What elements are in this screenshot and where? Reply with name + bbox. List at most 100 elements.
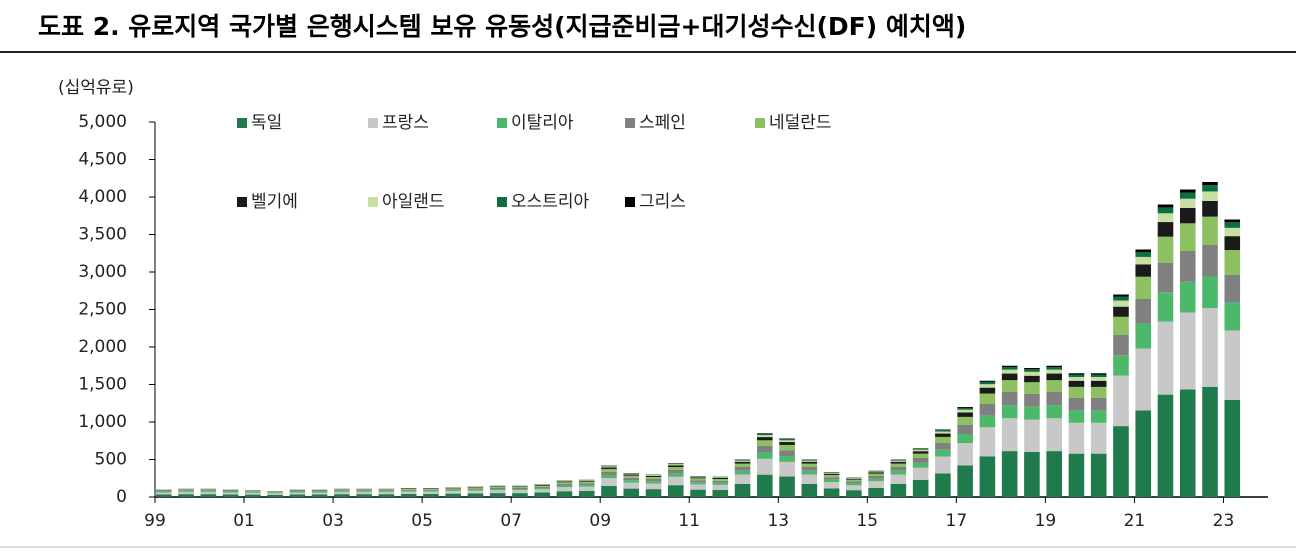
x-tick-label: 23 xyxy=(1213,511,1235,531)
bar-segment xyxy=(1135,299,1152,324)
y-tick-label: 4,000 xyxy=(78,187,127,207)
x-tick-label: 13 xyxy=(767,511,789,531)
bar-segment xyxy=(1068,453,1085,497)
legend-swatch xyxy=(625,197,635,207)
x-tick-label: 01 xyxy=(233,511,255,531)
bar-segment xyxy=(935,449,951,457)
bar-segment xyxy=(779,456,795,462)
x-tick-label: 21 xyxy=(1124,511,1146,531)
bar-segment xyxy=(890,467,907,471)
legend-label: 오스트리아 xyxy=(511,192,590,212)
bar-segment xyxy=(935,433,951,437)
bar-segment xyxy=(1113,294,1129,297)
bar-segment xyxy=(1090,380,1107,387)
bar-segment xyxy=(534,492,551,497)
bar-segment xyxy=(645,483,662,490)
bar-segment xyxy=(712,477,729,479)
bar-segment xyxy=(957,409,973,413)
bar-segment xyxy=(378,491,395,493)
bar-segment xyxy=(846,479,862,482)
bar-segment xyxy=(846,490,862,497)
bar-segment xyxy=(712,480,729,483)
bar-segment xyxy=(334,492,350,495)
bar-segment xyxy=(1001,373,1018,381)
bar-segment xyxy=(1135,256,1152,265)
bar-segment xyxy=(1001,451,1018,497)
bar-segment xyxy=(1046,405,1062,419)
bar-segment xyxy=(1090,386,1107,398)
bar-segment xyxy=(1157,204,1174,208)
bar-segment xyxy=(378,492,395,495)
bar-segment xyxy=(935,443,951,450)
bar-segment xyxy=(1179,198,1196,208)
bar-segment xyxy=(1024,419,1040,452)
bar-segment xyxy=(311,490,328,491)
bar-segment xyxy=(467,489,484,491)
bar-segment xyxy=(1001,392,1018,406)
bar-segment xyxy=(979,387,996,394)
legend-swatch xyxy=(368,197,378,207)
legend-label: 스페인 xyxy=(639,113,686,133)
bar-segment xyxy=(868,472,884,474)
bar-segment xyxy=(890,463,907,467)
bar-segment xyxy=(1046,392,1062,406)
bar-segment xyxy=(1224,222,1241,228)
bar-segment xyxy=(423,489,439,491)
bar-segment xyxy=(846,485,862,491)
bar-segment xyxy=(734,460,751,462)
bar-segment xyxy=(912,451,929,454)
bar-segment xyxy=(1157,263,1174,293)
bar-segment xyxy=(712,484,729,490)
bar-segment xyxy=(222,491,239,492)
bar-segment xyxy=(289,490,306,491)
legend-label: 아일랜드 xyxy=(382,192,445,212)
bar-segment xyxy=(957,407,973,408)
bar-segment xyxy=(734,463,751,467)
bar-segment xyxy=(200,491,217,493)
bar-segment xyxy=(1068,374,1085,377)
bar-segment xyxy=(489,488,506,490)
bar-segment xyxy=(445,488,461,490)
bar-segment xyxy=(779,476,795,497)
bar-segment xyxy=(1135,249,1152,252)
bar-segment xyxy=(1157,292,1174,322)
bar-segment xyxy=(623,477,640,481)
bar-segment xyxy=(1157,236,1174,263)
bar-segment xyxy=(1179,389,1196,497)
bar-segment xyxy=(556,482,573,484)
bar-segment xyxy=(1224,219,1241,223)
bar-segment xyxy=(1113,316,1129,335)
bar-segment xyxy=(912,462,929,468)
bar-segment xyxy=(400,489,417,491)
bar-segment xyxy=(912,453,929,458)
bar-segment xyxy=(734,483,751,497)
bar-segment xyxy=(1046,369,1062,374)
bar-segment xyxy=(245,492,261,495)
bar-segment xyxy=(979,380,996,382)
bar-segment xyxy=(200,489,217,491)
bar-segment xyxy=(779,444,795,451)
bar-segment xyxy=(823,479,840,483)
legend-swatch xyxy=(755,118,765,128)
bar-segment xyxy=(334,489,350,491)
bar-segment xyxy=(757,452,773,459)
bar-segment xyxy=(667,470,684,474)
bar-segment xyxy=(200,492,217,495)
bar-segment xyxy=(1113,426,1129,497)
bar-segment xyxy=(623,488,640,497)
bar-segment xyxy=(957,407,973,410)
bar-segment xyxy=(846,481,862,484)
bar-segment xyxy=(356,491,372,493)
bar-segment xyxy=(1024,369,1040,372)
bar-segment xyxy=(690,482,706,485)
bar-segment xyxy=(935,456,951,474)
bar-segment xyxy=(979,404,996,416)
bar-segment xyxy=(734,461,751,464)
bar-segment xyxy=(534,485,551,487)
bar-segment xyxy=(935,431,951,434)
bar-segment xyxy=(311,494,328,497)
bar-segment xyxy=(378,490,395,492)
bar-segment xyxy=(578,491,595,497)
bar-segment xyxy=(1068,386,1085,398)
bar-segment xyxy=(556,487,573,492)
